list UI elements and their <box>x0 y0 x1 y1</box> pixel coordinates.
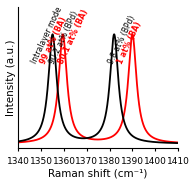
Text: 9.8 at% (BPd): 9.8 at% (BPd) <box>107 14 137 65</box>
Y-axis label: Intensity (a.u.): Intensity (a.u.) <box>5 39 16 116</box>
Text: 80.1 at% (BA): 80.1 at% (BA) <box>57 8 90 65</box>
Text: 1 at% (BA): 1 at% (BA) <box>116 20 144 65</box>
Text: Intralayer mode: Intralayer mode <box>30 6 64 65</box>
X-axis label: Raman shift (cm⁻¹): Raman shift (cm⁻¹) <box>49 168 148 178</box>
Text: 90.2 at% (BPd): 90.2 at% (BPd) <box>48 9 80 65</box>
Text: 99 at% (BA): 99 at% (BA) <box>39 15 68 65</box>
